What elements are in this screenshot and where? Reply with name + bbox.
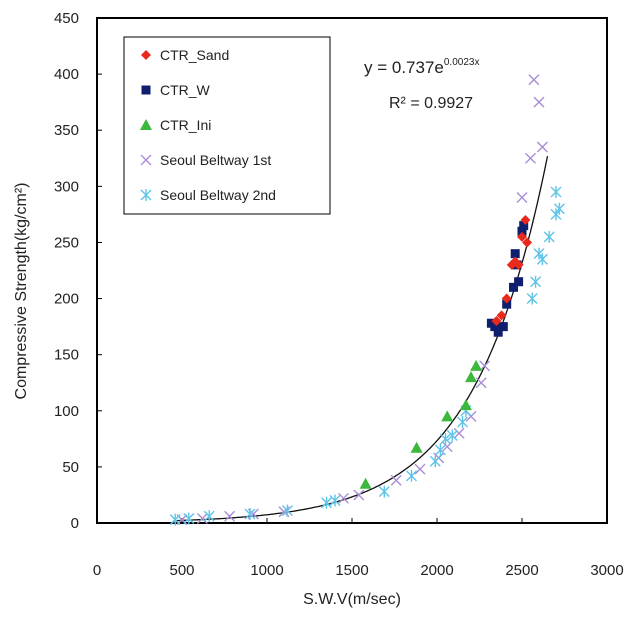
data-point-beltway-2nd xyxy=(536,253,548,266)
data-point-beltway-2nd xyxy=(203,510,215,523)
x-axis-label: S.W.V(m/sec) xyxy=(303,591,401,608)
data-point-beltway-2nd xyxy=(440,432,451,445)
data-point-beltway-1st xyxy=(196,513,208,525)
data-point-ctr-ini xyxy=(441,410,454,422)
data-point-ctr-ini xyxy=(410,441,423,453)
data-point-beltway-2nd xyxy=(183,512,195,525)
data-point-beltway-2nd xyxy=(543,230,555,243)
x-tick-label: 3000 xyxy=(590,562,623,579)
data-point-ctr-w xyxy=(517,226,527,236)
legend-label: CTR_W xyxy=(160,82,211,98)
legend-label: Seoul Beltway 1st xyxy=(160,152,271,168)
data-point-ctr-sand xyxy=(520,215,531,225)
data-point-beltway-1st xyxy=(390,474,402,486)
data-point-beltway-2nd xyxy=(530,275,542,288)
y-tick-label: 0 xyxy=(71,515,79,532)
y-tick-label: 150 xyxy=(54,347,79,364)
data-point-beltway-2nd xyxy=(281,504,293,517)
data-point-beltway-1st xyxy=(536,141,548,153)
data-point-ctr-sand xyxy=(517,231,527,242)
data-point-beltway-1st xyxy=(475,377,487,389)
y-tick-label: 50 xyxy=(62,459,79,476)
data-point-ctr-w xyxy=(510,249,520,259)
data-point-ctr-w xyxy=(514,277,524,287)
data-point-ctr-w xyxy=(493,327,503,337)
y-tick-label: 400 xyxy=(54,66,79,83)
legend-marker-ctr-w xyxy=(141,85,151,95)
y-tick-label: 350 xyxy=(54,122,79,139)
legend-marker-beltway-1st xyxy=(140,154,152,166)
data-point-ctr-w xyxy=(490,322,500,332)
legend-box xyxy=(123,36,331,215)
data-point-beltway-2nd xyxy=(244,508,256,521)
data-point-ctr-sand xyxy=(491,316,502,326)
legend-label: Seoul Beltway 2nd xyxy=(160,187,276,203)
data-point-ctr-sand xyxy=(513,259,524,270)
x-tick-label: 2000 xyxy=(420,562,453,579)
data-point-ctr-w xyxy=(509,282,518,292)
legend-marker-beltway-2nd xyxy=(140,189,152,201)
x-tick-group: 0 500 1000 1500 2000 2500 3000 xyxy=(93,518,624,579)
data-point-ctr-ini xyxy=(470,359,483,371)
y-tick-label: 250 xyxy=(54,234,79,251)
data-point-ctr-sand xyxy=(496,310,507,321)
data-point-beltway-2nd xyxy=(434,444,446,457)
legend-label: CTR_Sand xyxy=(160,47,229,63)
data-points xyxy=(169,74,565,526)
data-point-beltway-2nd xyxy=(406,469,417,482)
data-point-beltway-2nd xyxy=(378,485,390,498)
data-point-ctr-w xyxy=(519,221,529,231)
data-point-beltway-2nd xyxy=(526,292,538,305)
x-tick-label: 500 xyxy=(169,562,194,579)
legend-marker-ctr-sand xyxy=(141,50,151,60)
data-point-beltway-1st xyxy=(479,360,491,372)
data-point-beltway-1st xyxy=(353,489,365,501)
y-axis-label: Compressive Strength(kg/cm²) xyxy=(13,183,30,400)
data-point-beltway-2nd xyxy=(329,494,341,507)
data-point-beltway-1st xyxy=(414,463,426,475)
data-point-ctr-sand xyxy=(501,293,512,304)
data-point-ctr-ini xyxy=(465,371,477,383)
data-point-beltway-1st xyxy=(453,427,465,439)
data-point-beltway-2nd xyxy=(457,416,468,428)
y-tick-label: 300 xyxy=(54,178,79,195)
y-tick-label: 200 xyxy=(54,291,79,308)
data-point-beltway-1st xyxy=(528,74,540,86)
y-tick-label: 100 xyxy=(54,403,79,420)
r-squared-label: R² = 0.9927 xyxy=(389,95,473,112)
data-point-ctr-w xyxy=(498,322,508,332)
legend-marker-ctr-ini xyxy=(140,119,152,130)
legend-label: CTR_Ini xyxy=(160,117,211,133)
x-tick-label: 2500 xyxy=(505,562,538,579)
data-point-ctr-w xyxy=(502,299,512,309)
data-point-beltway-1st xyxy=(516,192,528,204)
data-point-beltway-2nd xyxy=(446,429,458,442)
data-point-ctr-sand xyxy=(522,237,533,248)
data-point-beltway-1st xyxy=(224,510,236,522)
y-tick-label: 450 xyxy=(54,10,79,27)
data-point-beltway-2nd xyxy=(169,513,181,526)
x-tick-label: 1500 xyxy=(335,562,368,579)
data-point-beltway-2nd xyxy=(550,185,562,198)
data-point-ctr-ini xyxy=(359,477,372,489)
trend-equation: y = 0.737e0.0023x xyxy=(364,57,479,77)
x-tick-label: 0 xyxy=(93,562,101,579)
data-point-beltway-1st xyxy=(525,152,536,164)
data-point-beltway-2nd xyxy=(553,202,565,215)
data-point-beltway-1st xyxy=(533,96,545,108)
data-point-beltway-2nd xyxy=(429,455,441,468)
data-point-beltway-1st xyxy=(338,492,349,504)
data-point-ctr-ini xyxy=(459,399,472,411)
data-point-beltway-2nd xyxy=(321,496,332,509)
legend: CTR_Sand CTR_W CTR_Ini Seoul Beltway 1st Seo… xyxy=(140,47,276,203)
x-tick-label: 1000 xyxy=(250,562,283,579)
y-tick-group: 0 50 100 150 200 250 300 350 400 450 xyxy=(54,10,102,532)
